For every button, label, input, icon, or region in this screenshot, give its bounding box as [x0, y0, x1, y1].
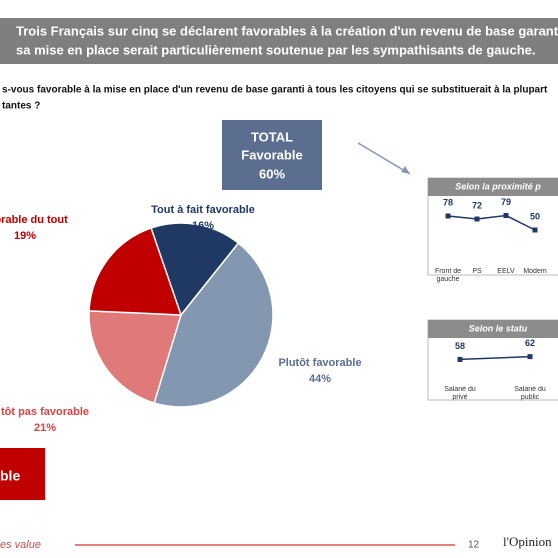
logo: l'Opinion: [503, 534, 552, 549]
pie-value-label: 19%: [14, 230, 36, 242]
point: [445, 213, 451, 219]
category-slot: Salarié du privé: [444, 386, 476, 401]
panel-title: Selon le statu: [469, 323, 528, 333]
header-line: Trois Français sur cinq se déclarent fav…: [16, 23, 558, 38]
point: [503, 213, 509, 218]
value-label: 50: [530, 211, 540, 221]
pie-label: tôt pas favorable: [1, 406, 89, 418]
pie-slice: [88, 227, 183, 316]
pie-label: Plutôt favorable: [278, 357, 361, 369]
footer-text: es value: [0, 539, 41, 551]
side-box-text: ble: [0, 468, 20, 484]
category-label: Front de gauche: [434, 268, 462, 283]
pie-slice: [150, 222, 240, 317]
pie-value-label: 44%: [309, 373, 331, 385]
pie-label: avorable du tout: [0, 214, 68, 226]
total-text: Favorable: [241, 147, 302, 162]
category-label: Modem: [523, 268, 547, 275]
category-slot: Front de gauche: [434, 268, 462, 283]
value-label: 58: [455, 341, 465, 351]
category-label: EELV: [497, 268, 515, 275]
value-label: 62: [525, 338, 535, 348]
pie-value-label: 21%: [34, 422, 56, 434]
header-line: sa mise en place serait particulièrement…: [16, 42, 535, 57]
value-label: 79: [501, 197, 511, 207]
category-slot: EELV: [497, 268, 515, 275]
line: [447, 214, 536, 231]
total-text: TOTAL: [251, 129, 293, 144]
page-number: 12: [468, 540, 480, 551]
total-box: [222, 120, 322, 190]
panel-header: [428, 320, 558, 338]
category-slot: Modem: [523, 268, 547, 275]
pie-slice: [153, 242, 274, 408]
value-label: 78: [443, 197, 453, 207]
pie-slice: [88, 310, 182, 404]
panel-title: Selon la proximité p: [455, 181, 541, 191]
category-slot: Salarié du public: [514, 386, 546, 401]
total-text: 60%: [259, 166, 285, 181]
category-slot: PS: [472, 268, 482, 275]
category-label: PS: [472, 268, 482, 275]
side-box: [0, 448, 45, 500]
point: [527, 354, 533, 360]
value-label: 72: [472, 200, 482, 210]
category-label: Salarié du privé: [444, 386, 476, 401]
category-label: Salarié du public: [514, 386, 546, 401]
question-line: s-vous favorable à la mise en place d'un…: [2, 85, 548, 96]
pie-value-label: 16%: [192, 220, 214, 232]
arrow: [357, 142, 411, 175]
question-line: tantes ?: [2, 101, 40, 112]
point: [457, 356, 463, 362]
header-band: [0, 18, 558, 64]
point: [532, 227, 538, 233]
point: [474, 216, 480, 222]
pie-label: Tout à fait favorable: [151, 204, 255, 216]
line: [459, 355, 531, 361]
arrow-head: [401, 166, 410, 174]
panel-header: [428, 178, 558, 196]
